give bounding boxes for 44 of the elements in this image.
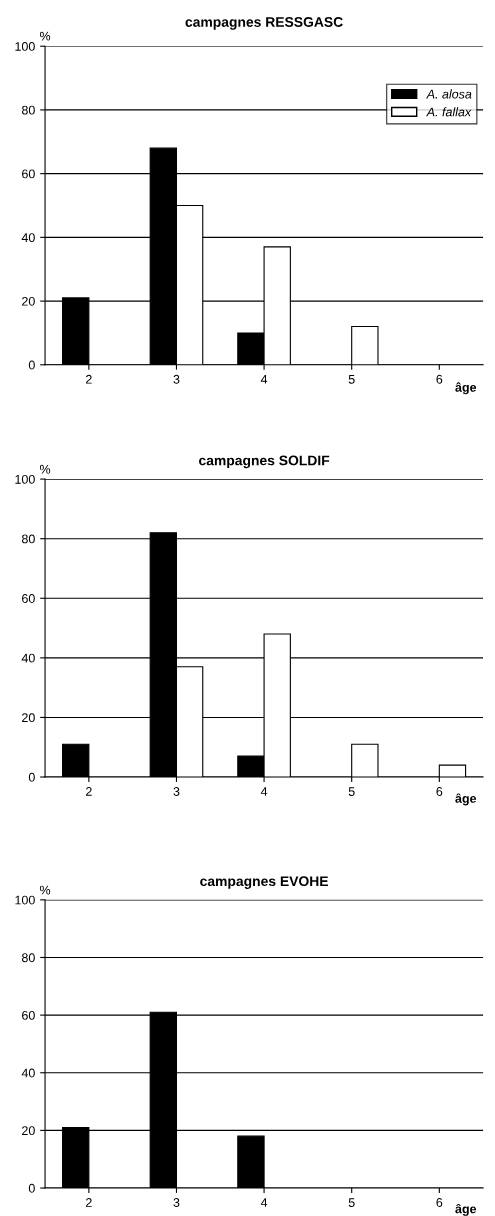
y-tick-label: 80 bbox=[21, 105, 35, 115]
x-tick-label: 5 bbox=[348, 374, 355, 384]
legend-label: A. fallax bbox=[426, 107, 472, 117]
x-tick-label: 4 bbox=[260, 1198, 268, 1207]
y-tick-label: 60 bbox=[22, 1010, 35, 1020]
x-tick-label: 2 bbox=[86, 374, 92, 384]
y-axis-title: % bbox=[39, 31, 51, 41]
y-axis-title: % bbox=[39, 464, 51, 474]
chart-title: campagnes EVOHE bbox=[200, 876, 328, 889]
x-tick-label: 6 bbox=[436, 1198, 443, 1207]
x-tick-label: 6 bbox=[436, 374, 443, 384]
y-tick-label: 20 bbox=[22, 713, 35, 723]
x-tick-label: 5 bbox=[348, 787, 355, 796]
y-tick-label: 40 bbox=[21, 233, 35, 243]
y-axis-title: % bbox=[39, 885, 51, 895]
y-tick-label: 40 bbox=[21, 1068, 35, 1078]
x-tick-label: 2 bbox=[86, 787, 92, 796]
x-tick-label: 3 bbox=[173, 787, 180, 796]
x-tick-label: 4 bbox=[260, 374, 268, 384]
y-tick-label: 100 bbox=[15, 474, 35, 484]
x-axis-title: âge bbox=[455, 382, 477, 395]
y-tick-label: 0 bbox=[28, 1183, 35, 1193]
chart-title: campagnes RESSGASC bbox=[185, 17, 343, 30]
x-axis-title: âge bbox=[455, 1203, 477, 1216]
y-tick-label: 80 bbox=[21, 534, 35, 544]
x-tick-label: 6 bbox=[436, 787, 443, 796]
x-tick-label: 4 bbox=[260, 787, 268, 796]
x-axis-title: âge bbox=[455, 793, 477, 806]
y-tick-label: 0 bbox=[28, 360, 35, 370]
x-tick-label: 5 bbox=[348, 1198, 355, 1207]
y-tick-label: 40 bbox=[21, 653, 35, 663]
y-tick-label: 20 bbox=[22, 1126, 35, 1136]
x-tick-label: 2 bbox=[86, 1198, 92, 1207]
legend-label: A. alosa bbox=[426, 89, 472, 99]
y-tick-label: 20 bbox=[22, 296, 35, 306]
y-tick-label: 100 bbox=[15, 42, 35, 51]
y-tick-label: 60 bbox=[22, 169, 35, 179]
chart-title: campagnes SOLDIF bbox=[199, 455, 330, 469]
x-tick-label: 3 bbox=[173, 374, 180, 384]
y-tick-label: 100 bbox=[15, 895, 35, 905]
y-tick-label: 0 bbox=[28, 772, 35, 782]
y-tick-label: 80 bbox=[21, 953, 35, 963]
y-tick-label: 60 bbox=[22, 594, 35, 603]
x-tick-label: 3 bbox=[173, 1198, 180, 1207]
